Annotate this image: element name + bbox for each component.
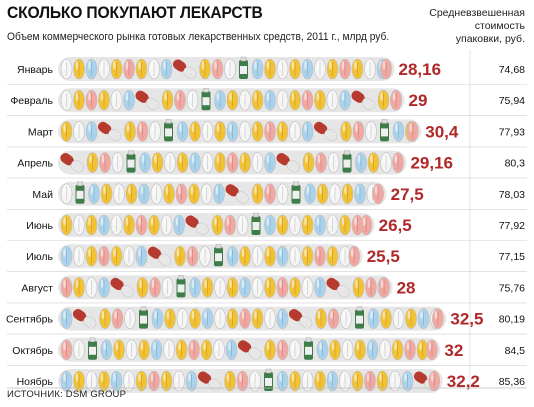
chart-row: Май 27,5 78,03 [7,181,527,210]
chart-title: СКОЛЬКО ПОКУПАЮТ ЛЕКАРСТВ [7,3,263,22]
medicine-bottle [355,306,364,329]
medicine-bottle [291,181,301,204]
category-label: Май [32,189,53,201]
price-label: 77,93 [499,126,525,138]
chart-subtitle: Объем коммерческого рынка готовых лекарс… [7,31,390,43]
pill-capsule [110,277,134,298]
medicine-bottle [176,275,186,298]
pill-capsule [147,246,172,267]
bar-pills [60,119,419,142]
value-label: 28 [397,278,416,297]
medicine-bottle [75,181,85,204]
pill-capsule [237,340,262,360]
chart-row: Февраль 29 75,94 [7,87,527,116]
category-label: Июнь [26,220,53,232]
value-label: 30,4 [425,122,459,141]
price-label: 75,94 [499,95,525,107]
bar-pills [60,243,361,267]
pill-capsule [288,309,313,329]
bar-pills [60,150,404,173]
medicine-bottle [214,243,223,267]
medicine-bottle [239,56,248,79]
price-column-header-line-2: стоимость [474,20,525,32]
chart-row: Август 28 75,76 [7,275,527,304]
value-label: 32,5 [450,310,483,329]
medicine-bottle [201,87,211,111]
pill-capsule [351,90,375,111]
pill-capsule [313,121,338,142]
category-label: Сентябрь [6,314,54,326]
price-column-header-line-1: Средневзвешенная [429,7,525,19]
bar-pills [60,212,372,236]
chart-row: Январь 28,16 74,68 [7,56,527,85]
chart-row: Сентябрь 32,5 80,19 [6,306,527,335]
pill-capsule [172,59,197,79]
price-column-header: Средневзвешенная стоимость упаковки, руб… [405,7,525,46]
chart-row: Октябрь 32 84,5 [7,337,527,366]
value-label: 26,5 [379,216,412,235]
price-label: 80,19 [499,314,525,326]
medicine-bottle [164,119,173,142]
medicine-bottle [251,212,261,235]
medicine-bottle [380,119,389,142]
medicine-bottle [88,337,97,360]
value-label: 28,16 [399,60,442,79]
price-label: 77,92 [499,220,525,232]
value-label: 25,5 [367,247,400,266]
bar-pills [60,56,392,80]
medicine-bottle [304,337,313,360]
bar-pills [60,306,444,329]
price-label: 75,76 [499,282,525,294]
medicine-bottle [342,150,352,173]
medicine-bottle [126,150,136,173]
pill-capsule [276,153,300,173]
category-label: Июль [26,251,53,263]
price-label: 84,5 [505,345,526,357]
price-label: 85,36 [499,376,525,388]
bar-pills [60,87,402,111]
category-label: Ноябрь [17,376,54,388]
price-column-header-line-3: упаковки, руб. [455,33,525,45]
pill-capsule [60,153,84,173]
medicine-bottle [264,368,273,391]
pill-capsule [135,90,159,111]
pill-capsule [225,184,249,204]
price-label: 77,15 [499,251,525,263]
category-label: Апрель [17,158,53,170]
chart-row: Март 30,4 77,93 [7,119,527,148]
pill-capsule [72,309,97,329]
value-label: 32,2 [447,372,480,391]
bar-pills [60,275,390,298]
category-label: Август [21,282,53,294]
category-label: Январь [17,64,54,76]
category-label: Февраль [10,95,53,107]
category-label: Март [28,126,53,138]
pill-capsule [185,215,209,235]
value-label: 32 [444,341,463,360]
price-label: 74,68 [499,64,525,76]
value-label: 27,5 [391,185,424,204]
pill-capsule [326,277,350,298]
pill-capsule [97,121,122,142]
price-label: 78,03 [499,189,525,201]
category-label: Октябрь [12,345,53,357]
bar-pills [60,368,441,392]
chart-row: Ноябрь 32,2 85,36 [17,368,525,393]
chart-row: Апрель 29,16 80,3 [7,150,527,179]
value-label: 29,16 [410,154,453,173]
price-label: 80,3 [505,158,526,170]
bar-pills [60,181,384,205]
medicine-bottle [139,306,148,329]
chart-row: Июль 25,5 77,15 [7,243,527,273]
value-label: 29 [409,91,428,110]
chart-row: Июнь 26,5 77,92 [7,212,527,241]
source-note: ИСТОЧНИК: DSM GROUP [7,389,127,400]
bar-pills [60,337,438,361]
